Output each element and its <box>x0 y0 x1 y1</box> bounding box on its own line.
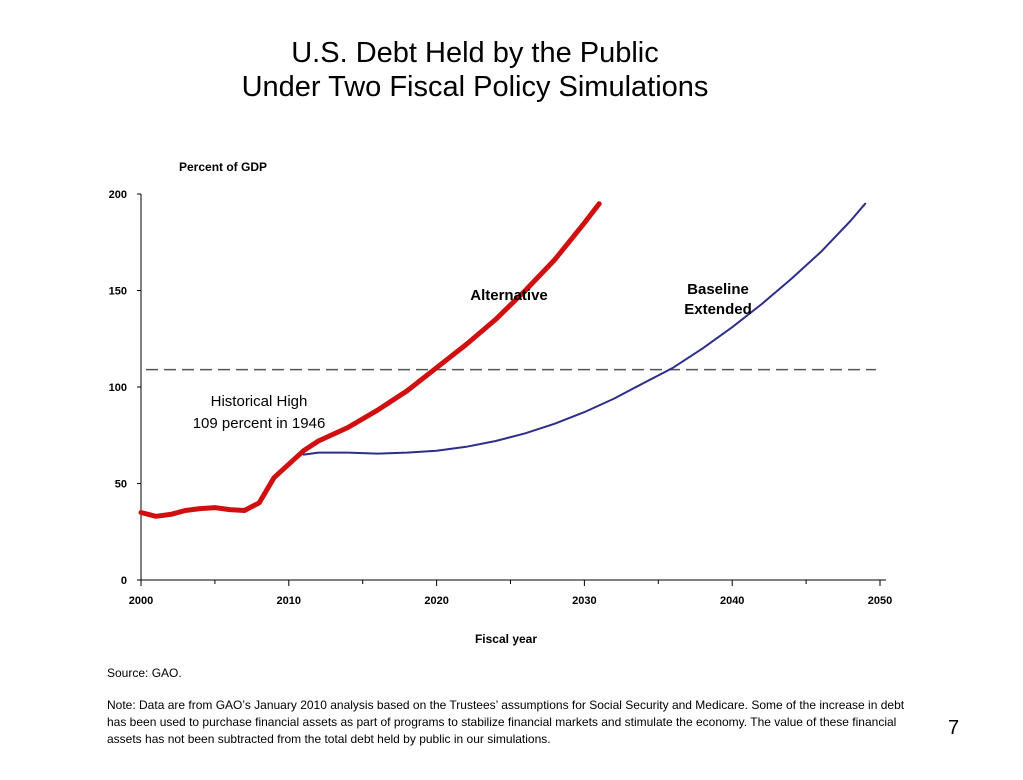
axis-tick-labels: 0 50 100 150 200 2000 2010 2020 2030 2040 2050 <box>109 189 893 607</box>
axis-ticks <box>137 193 881 586</box>
x-tick-label: 2030 <box>572 595 596 607</box>
source-note: Source: GAO. <box>107 666 182 680</box>
x-tick-label: 2000 <box>129 595 153 607</box>
y-tick-label: 200 <box>109 189 127 201</box>
x-tick-label: 2040 <box>720 595 744 607</box>
chart-axes <box>140 194 886 581</box>
y-axis-title: Percent of GDP <box>179 160 267 174</box>
slide-title: U.S. Debt Held by the Public Under Two F… <box>0 36 950 104</box>
baseline-extended-series-line <box>302 202 867 456</box>
alternative-series-line <box>138 201 602 519</box>
footnote: Note: Data are from GAO’s January 2010 a… <box>107 698 905 746</box>
baseline-series-label-line-2: Extended <box>684 301 752 318</box>
title-line-2: Under Two Fiscal Policy Simulations <box>241 71 709 103</box>
series-layer <box>138 201 867 519</box>
x-tick-label: 2010 <box>277 595 301 607</box>
y-tick-label: 150 <box>109 286 127 298</box>
x-tick-label: 2050 <box>868 595 892 607</box>
page-number: 7 <box>948 717 960 739</box>
y-tick-label: 0 <box>121 575 127 587</box>
debt-chart: 0 50 100 150 200 2000 2010 2020 2030 2040 2050 Per… <box>109 160 893 646</box>
y-tick-label: 100 <box>109 382 127 394</box>
x-tick-label: 2020 <box>424 595 448 607</box>
historical-high-label-line-2: 109 percent in 1946 <box>193 415 326 432</box>
x-axis-title: Fiscal year <box>475 632 537 646</box>
y-tick-label: 50 <box>115 479 127 491</box>
baseline-series-label-line-1: Baseline <box>687 281 749 298</box>
alternative-series-label: Alternative <box>470 287 548 304</box>
historical-high-label-line-1: Historical High <box>211 393 308 410</box>
title-line-1: U.S. Debt Held by the Public <box>291 37 659 69</box>
